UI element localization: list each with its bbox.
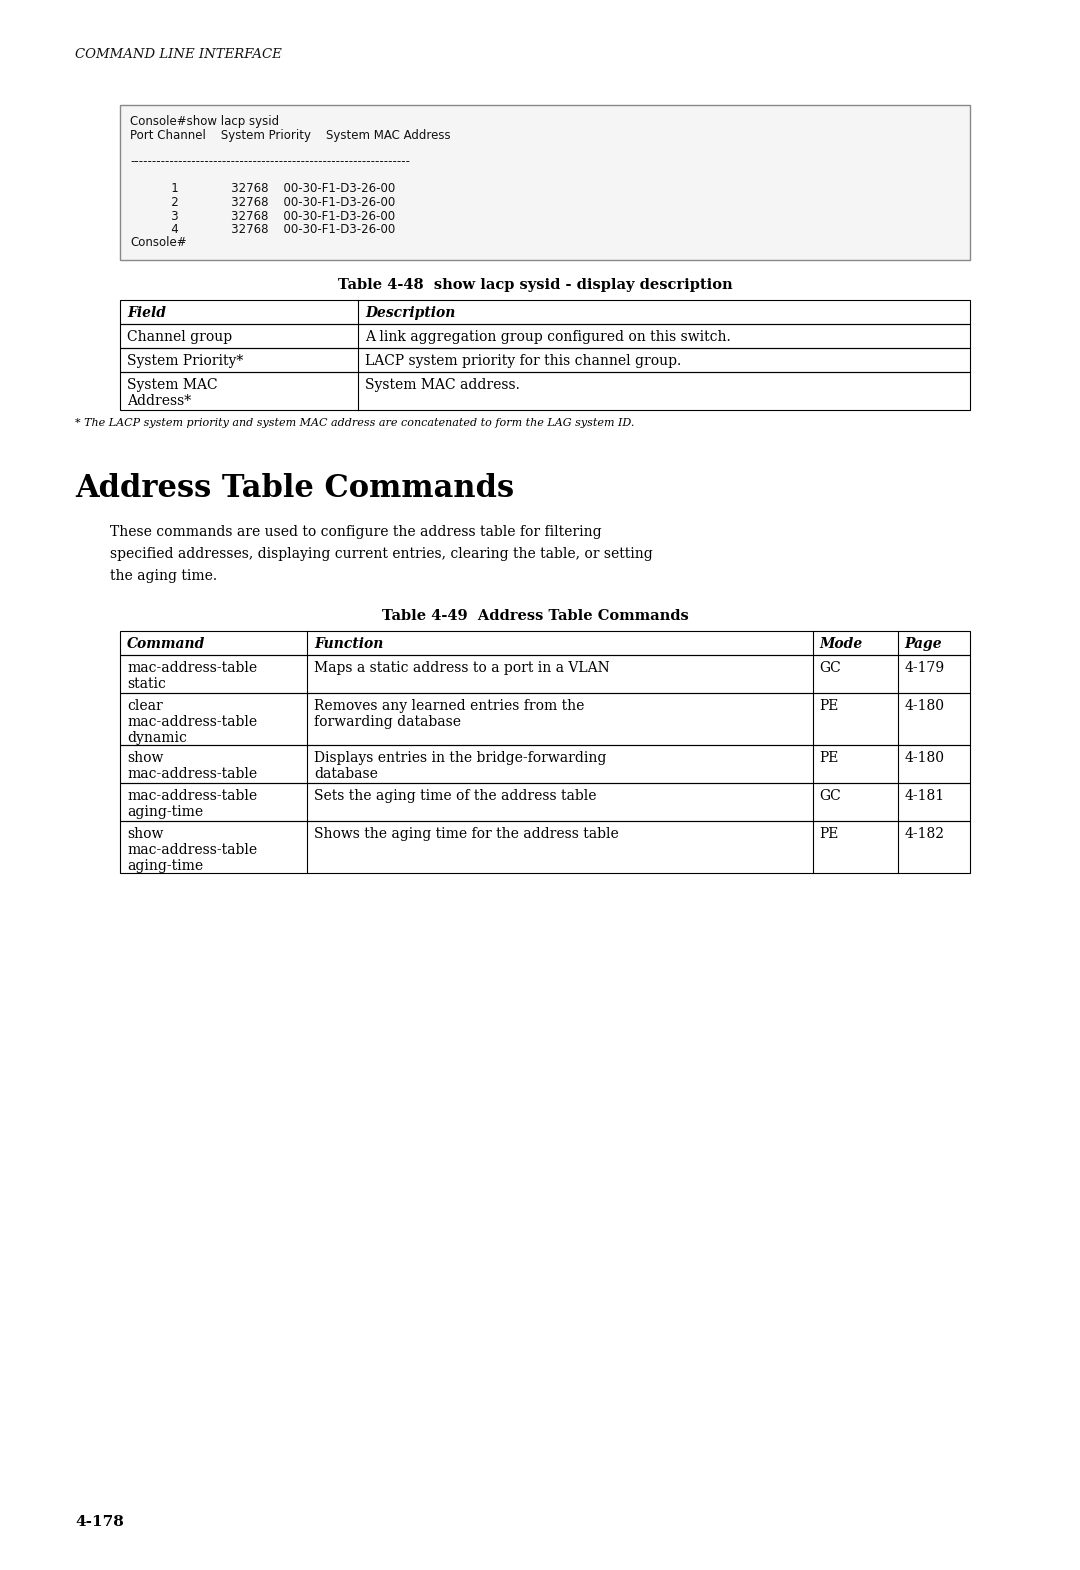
Text: PE: PE	[820, 699, 839, 713]
Text: 1              32768    00-30-F1-D3-26-00: 1 32768 00-30-F1-D3-26-00	[130, 182, 395, 196]
Text: 2              32768    00-30-F1-D3-26-00: 2 32768 00-30-F1-D3-26-00	[130, 196, 395, 209]
Text: Address Table Commands: Address Table Commands	[75, 473, 514, 504]
Text: mac-address-table
static: mac-address-table static	[127, 661, 257, 691]
Text: GC: GC	[820, 790, 841, 802]
Text: show
mac-address-table: show mac-address-table	[127, 750, 257, 782]
Text: Function: Function	[314, 637, 383, 652]
Text: Shows the aging time for the address table: Shows the aging time for the address tab…	[314, 827, 619, 842]
Text: 4-179: 4-179	[905, 661, 945, 675]
Text: Page: Page	[905, 637, 943, 652]
Text: 4-181: 4-181	[905, 790, 945, 802]
Text: ----------------------------------------------------------------: ----------------------------------------…	[130, 155, 410, 168]
Bar	[120, 349, 970, 372]
Text: * The LACP system priority and system MAC address are concatenated to form the L: * The LACP system priority and system MA…	[75, 418, 634, 429]
Text: Console#show lacp sysid: Console#show lacp sysid	[130, 115, 279, 129]
Text: Port Channel    System Priority    System MAC Address: Port Channel System Priority System MAC …	[130, 129, 450, 141]
Bar	[120, 631, 970, 655]
Text: mac-address-table
aging-time: mac-address-table aging-time	[127, 790, 257, 820]
Text: the aging time.: the aging time.	[110, 568, 217, 582]
Text: Mode: Mode	[820, 637, 863, 652]
Text: Command: Command	[127, 637, 205, 652]
Text: Table 4-48  show lacp sysid - display description: Table 4-48 show lacp sysid - display des…	[338, 278, 732, 292]
Text: show
mac-address-table
aging-time: show mac-address-table aging-time	[127, 827, 257, 873]
Text: LACP system priority for this channel group.: LACP system priority for this channel gr…	[365, 353, 681, 367]
Text: Field: Field	[127, 306, 166, 320]
Text: 4              32768    00-30-F1-D3-26-00: 4 32768 00-30-F1-D3-26-00	[130, 223, 395, 235]
Text: System Priority*: System Priority*	[127, 353, 243, 367]
Text: 4-182: 4-182	[905, 827, 945, 842]
Text: 3              32768    00-30-F1-D3-26-00: 3 32768 00-30-F1-D3-26-00	[130, 209, 395, 223]
Bar	[120, 655, 970, 692]
Text: 4-180: 4-180	[905, 750, 945, 765]
Bar	[120, 692, 970, 746]
Text: COMMAND LINE INTERFACE: COMMAND LINE INTERFACE	[75, 49, 282, 61]
Text: Sets the aging time of the address table: Sets the aging time of the address table	[314, 790, 596, 802]
Text: Table 4-49  Address Table Commands: Table 4-49 Address Table Commands	[381, 609, 688, 623]
Bar	[120, 746, 970, 783]
Text: System MAC address.: System MAC address.	[365, 378, 519, 392]
Text: Maps a static address to a port in a VLAN: Maps a static address to a port in a VLA…	[314, 661, 610, 675]
Text: Description: Description	[365, 306, 456, 320]
Text: Console#: Console#	[130, 237, 187, 250]
Bar	[120, 372, 970, 410]
Text: 4-180: 4-180	[905, 699, 945, 713]
Text: GC: GC	[820, 661, 841, 675]
Bar	[120, 783, 970, 821]
Text: A link aggregation group configured on this switch.: A link aggregation group configured on t…	[365, 330, 731, 344]
Text: PE: PE	[820, 827, 839, 842]
Text: PE: PE	[820, 750, 839, 765]
Text: Channel group: Channel group	[127, 330, 232, 344]
Bar	[120, 105, 970, 261]
Bar	[120, 323, 970, 349]
Text: clear
mac-address-table
dynamic: clear mac-address-table dynamic	[127, 699, 257, 746]
Text: 4-178: 4-178	[75, 1515, 124, 1529]
Text: specified addresses, displaying current entries, clearing the table, or setting: specified addresses, displaying current …	[110, 546, 652, 560]
Text: These commands are used to configure the address table for filtering: These commands are used to configure the…	[110, 524, 602, 539]
Text: Displays entries in the bridge-forwarding
database: Displays entries in the bridge-forwardin…	[314, 750, 606, 782]
Text: System MAC
Address*: System MAC Address*	[127, 378, 218, 408]
Bar	[120, 300, 970, 323]
Bar	[120, 821, 970, 873]
Text: Removes any learned entries from the
forwarding database: Removes any learned entries from the for…	[314, 699, 584, 728]
